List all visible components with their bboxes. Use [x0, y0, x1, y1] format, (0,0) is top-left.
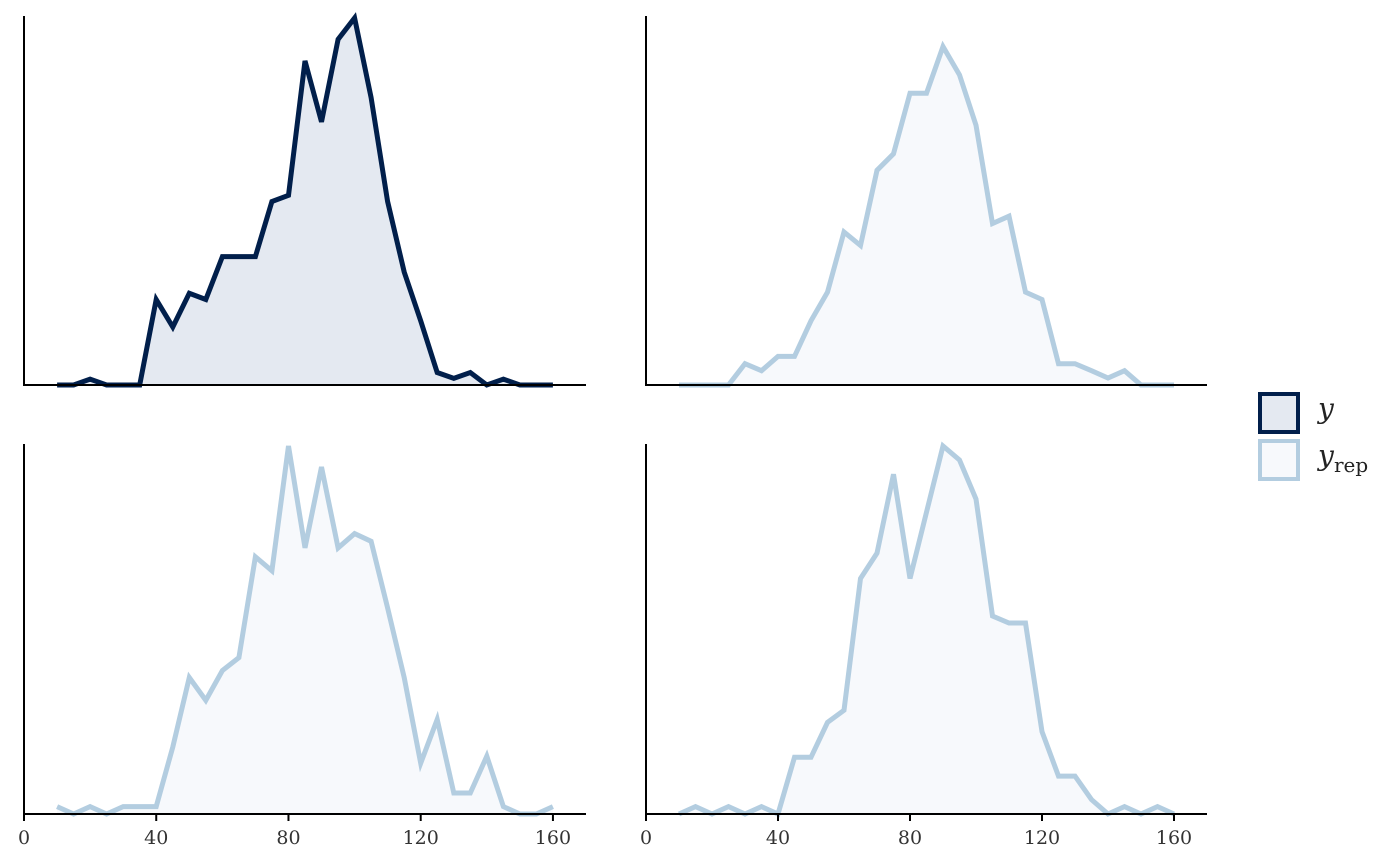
x-tick-label-120: 120: [1024, 827, 1060, 849]
density-line-yrep: [679, 40, 1174, 388]
x-tick-label-0: 0: [18, 827, 30, 849]
density-line-yrep: [677, 441, 1176, 818]
panel-grid: 0 40 80 120 160 0 40 80 120 160: [18, 12, 1207, 849]
density-area-yrep: [57, 446, 553, 814]
density-line-yrep: [56, 445, 554, 817]
x-tick-label-160: 160: [1156, 827, 1192, 849]
density-area-yrep: [679, 46, 1174, 385]
density-area-y: [57, 18, 553, 385]
density-area-yrep: [679, 446, 1174, 814]
legend-item-yrep: y rep: [1258, 439, 1368, 481]
x-tick-label-80: 80: [276, 827, 300, 849]
x-tick-label-40: 40: [144, 827, 168, 849]
panel-4: 0 40 80 120 160: [640, 441, 1207, 849]
x-tick-label-40: 40: [766, 827, 790, 849]
legend-swatch-yrep: [1258, 439, 1300, 481]
x-tick-label-0: 0: [640, 827, 652, 849]
legend-swatch-y: [1258, 392, 1300, 434]
legend-label-yrep-subscript: rep: [1334, 453, 1368, 477]
legend-item-y: y: [1258, 392, 1335, 434]
panel-2: [645, 16, 1207, 388]
legend-label-y: y: [1316, 392, 1335, 425]
x-tick-label-120: 120: [403, 827, 439, 849]
x-tick-label-80: 80: [898, 827, 922, 849]
x-tick-label-160: 160: [535, 827, 571, 849]
panel-3: 0 40 80 120 160: [18, 444, 586, 849]
legend: y y rep: [1258, 392, 1368, 481]
panel-1: [23, 12, 586, 388]
legend-label-yrep: y: [1316, 439, 1335, 472]
